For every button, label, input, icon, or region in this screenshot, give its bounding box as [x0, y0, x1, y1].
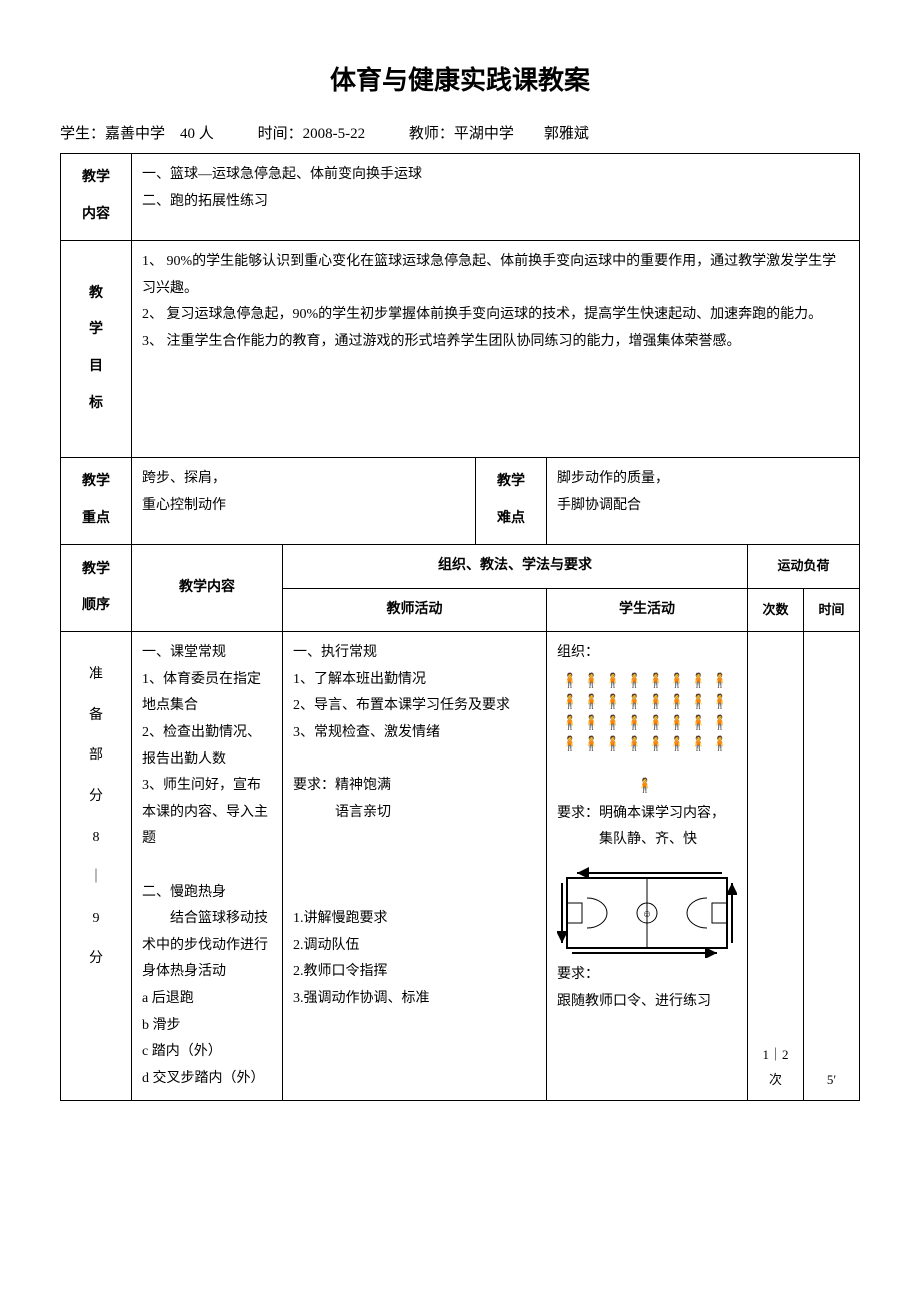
hdr-content: 教学内容 [132, 545, 283, 632]
label-teach-goal: 教学目标 [71, 281, 121, 417]
student-count: 40 人 [180, 122, 214, 143]
student-label: 学生： [60, 122, 105, 143]
time-label: 时间： [258, 122, 303, 143]
teacher-label: 教师： [409, 122, 454, 143]
teach-goal: 1、 90%的学生能够认识到重心变化在篮球运球急停急起、体前换手变向运球中的重要… [132, 241, 860, 458]
formation-diagram: 🧍🧍🧍🧍🧍🧍🧍🧍 🧍🧍🧍🧍🧍🧍🧍🧍 🧍🧍🧍🧍🧍🧍🧍🧍 🧍🧍🧍🧍🧍🧍🧍🧍 🧍 [557, 671, 737, 797]
label-teach-content: 教学内容 [71, 165, 121, 228]
keypoint: 跨步、探肩， 重心控制动作 [132, 458, 476, 545]
prep-count: 1｜2 次 [748, 632, 804, 1101]
label-keypoint: 教学重点 [71, 469, 121, 532]
meta-line: 学生：嘉善中学 40 人 时间：2008-5-22 教师：平湖中学 郭雅斌 [60, 122, 860, 143]
prep-content: 一、课堂常规 1、体育委员在指定地点集合 2、检查出勤情况、报告出勤人数 3、师… [132, 632, 283, 1101]
hdr-seq: 教学顺序 [71, 557, 121, 620]
prep-time: 5′ [804, 632, 860, 1101]
teach-content: 一、篮球—运球急停急起、体前变向换手运球 二、跑的拓展性练习 [132, 154, 860, 241]
lesson-table: 教学内容 一、篮球—运球急停急起、体前变向换手运球 二、跑的拓展性练习 教学目标… [60, 153, 860, 1101]
student-req2: 要求： 跟随教师口令、进行练习 [557, 962, 737, 1015]
hdr-time: 时间 [804, 588, 860, 632]
prep-teacher: 一、执行常规 1、了解本班出勤情况 2、导言、布置本课学习任务及要求 3、常规检… [283, 632, 547, 1101]
date: 2008-5-22 [303, 126, 366, 143]
court-diagram: ☺ [557, 858, 737, 958]
student-org-label: 组织： [557, 640, 737, 667]
student-school: 嘉善中学 [105, 122, 165, 143]
student-req1: 要求：明确本课学习内容， 集队静、齐、快 [557, 801, 737, 854]
label-difficulty: 教学难点 [486, 469, 536, 532]
hdr-student: 学生活动 [547, 588, 748, 632]
prep-label: 准 备 部 分 8 ｜ 9 分 [71, 662, 121, 973]
hdr-org: 组织、教法、学法与要求 [283, 545, 748, 589]
page-title: 体育与健康实践课教案 [60, 60, 860, 97]
teacher-name: 郭雅斌 [544, 122, 589, 143]
prep-student: 组织： 🧍🧍🧍🧍🧍🧍🧍🧍 🧍🧍🧍🧍🧍🧍🧍🧍 🧍🧍🧍🧍🧍🧍🧍🧍 🧍🧍🧍🧍🧍🧍🧍🧍 … [547, 632, 748, 1101]
hdr-load: 运动负荷 [748, 545, 860, 589]
hdr-teacher: 教师活动 [283, 588, 547, 632]
teacher-school: 平湖中学 [454, 122, 514, 143]
hdr-count: 次数 [748, 588, 804, 632]
svg-text:☺: ☺ [642, 909, 652, 920]
difficulty: 脚步动作的质量， 手脚协调配合 [547, 458, 860, 545]
